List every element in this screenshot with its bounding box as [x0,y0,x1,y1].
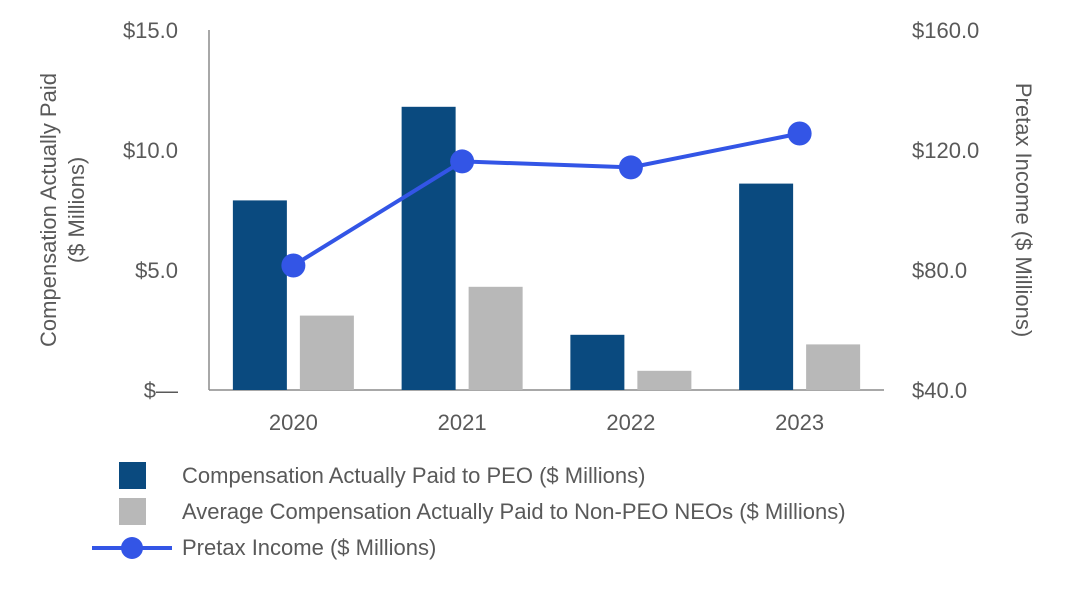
x-tick-label: 2020 [269,410,318,435]
y-left-axis-title: Compensation Actually Paid ($ Millions) [36,73,89,347]
y-left-tick-label: $5.0 [135,258,178,283]
x-tick-label: 2021 [438,410,487,435]
x-tick-label: 2022 [606,410,655,435]
y-right-tick-label: $120.0 [912,138,979,163]
bar-non-peo [468,286,523,390]
y-left-tick-label: $15.0 [123,18,178,43]
legend-label-pretax: Pretax Income ($ Millions) [182,535,437,560]
pretax-point [618,155,643,180]
y-right-axis-title: Pretax Income ($ Millions) [1011,83,1036,337]
bar-peo [401,106,456,391]
bar-peo [232,200,287,390]
bar-non-peo [299,315,354,390]
bars [232,106,861,391]
x-tick-label: 2023 [775,410,824,435]
pretax-line-path [292,131,801,268]
y-right-tick-label: $160.0 [912,18,979,43]
y-left-tick-label: $10.0 [123,138,178,163]
legend-line-marker [92,537,172,559]
y-left-axis-title-line: Compensation Actually Paid [36,73,61,347]
pretax-point [787,121,812,146]
legend-swatch-neo [119,498,146,525]
pretax-point [450,149,475,174]
chart: $15.0 $10.0 $5.0 $— $160.0 $120.0 $80.0 $40.0 Co… [36,18,1036,435]
legend-label-peo: Compensation Actually Paid to PEO ($ Mil… [182,463,646,488]
bar-peo [739,183,794,390]
bar-non-peo [806,344,861,390]
bar-peo [570,334,625,390]
legend-label-neo: Average Compensation Actually Paid to No… [182,499,846,524]
axis-labels: $15.0 $10.0 $5.0 $— $160.0 $120.0 $80.0 $40.0 Co… [36,18,1036,435]
y-right-tick-label: $80.0 [912,258,967,283]
y-left-axis-title-line: ($ Millions) [64,157,89,263]
bar-non-peo [637,370,692,390]
pretax-line [281,121,812,278]
y-right-tick-label: $40.0 [912,378,967,403]
pretax-point [281,253,306,278]
legend-swatch-peo [119,462,146,489]
y-left-tick-label: $— [144,378,178,403]
